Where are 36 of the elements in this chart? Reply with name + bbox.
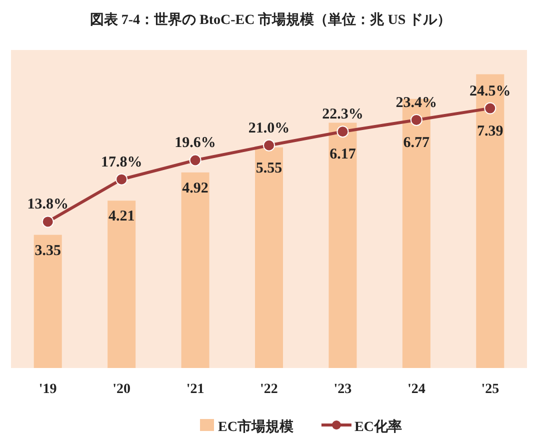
x-tick-label: '20 — [112, 382, 131, 397]
data-label: 3.35 — [34, 242, 61, 259]
x-tick-label: '24 — [407, 382, 426, 397]
data-label: 17.8% — [100, 154, 142, 170]
data-label: 7.39 — [477, 123, 504, 140]
x-tick-label: '25 — [481, 382, 500, 397]
point — [263, 139, 275, 152]
bar — [108, 200, 136, 368]
chart-title: 図表 7-4：世界の BtoC-EC 市場規模（単位：兆 US ドル） — [90, 11, 452, 28]
point — [42, 216, 54, 228]
x-tick-label: '22 — [260, 382, 278, 397]
point — [116, 173, 128, 186]
data-label: 24.5% — [470, 83, 511, 100]
data-label: 4.21 — [108, 208, 135, 225]
x-tick-label: '21 — [186, 382, 204, 397]
data-label: 22.3% — [322, 106, 364, 123]
data-label: 6.17 — [330, 146, 356, 163]
x-tick-label: '19 — [38, 382, 57, 397]
bar — [181, 172, 210, 368]
bar — [255, 147, 283, 368]
point — [336, 126, 349, 138]
point — [484, 102, 496, 114]
bar — [34, 234, 62, 368]
data-label: 4.92 — [182, 180, 208, 196]
x-tick-label: '23 — [334, 382, 352, 397]
data-label: 13.8% — [27, 196, 68, 213]
point — [189, 154, 202, 166]
data-label: 19.6% — [174, 135, 216, 152]
data-label: 23.4% — [396, 94, 438, 111]
data-label: 21.0% — [248, 120, 290, 136]
legend-label: EC市場規模 — [218, 418, 294, 435]
data-label: 6.77 — [403, 134, 430, 151]
point — [410, 114, 422, 126]
bar — [328, 122, 357, 368]
data-label: 5.55 — [256, 160, 282, 176]
legend-label: EC化率 — [354, 418, 402, 435]
